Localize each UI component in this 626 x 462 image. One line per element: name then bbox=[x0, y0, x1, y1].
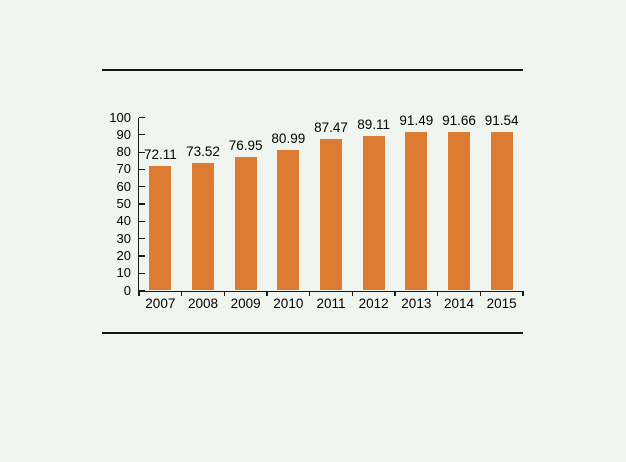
x-tick bbox=[309, 290, 311, 296]
y-tick bbox=[139, 289, 145, 292]
bar-value-label: 91.49 bbox=[399, 113, 434, 129]
bar-value-label: 72.11 bbox=[143, 146, 177, 162]
y-tick-label: 40 bbox=[116, 213, 131, 229]
y-tick-label: 60 bbox=[116, 178, 131, 194]
x-tick bbox=[181, 290, 183, 296]
y-tick bbox=[139, 151, 145, 153]
bar bbox=[362, 136, 385, 291]
bar bbox=[234, 157, 257, 291]
bar bbox=[320, 139, 342, 291]
x-tick-label: 2008 bbox=[187, 295, 218, 311]
y-tick bbox=[139, 220, 145, 222]
y-tick-label: 10 bbox=[116, 265, 131, 281]
y-tick-label: 20 bbox=[116, 247, 131, 263]
x-tick-label: 2012 bbox=[358, 295, 389, 311]
y-tick bbox=[139, 255, 145, 257]
y-tick-label: 0 bbox=[123, 282, 131, 298]
x-axis-line bbox=[137, 290, 523, 292]
x-tick bbox=[479, 290, 482, 296]
bar-value-label: 91.54 bbox=[484, 113, 519, 129]
x-tick bbox=[437, 290, 439, 296]
top-divider-rule bbox=[102, 69, 523, 71]
x-tick-label: 2014 bbox=[443, 295, 474, 311]
y-axis-line bbox=[137, 117, 139, 292]
bar bbox=[192, 163, 214, 291]
bar bbox=[277, 150, 300, 291]
bottom-divider-rule bbox=[102, 332, 523, 334]
bar-value-label: 89.11 bbox=[357, 117, 391, 133]
y-tick bbox=[139, 168, 145, 171]
bar-value-label: 80.99 bbox=[271, 131, 306, 147]
y-tick-label: 70 bbox=[116, 161, 131, 177]
y-tick-label: 100 bbox=[109, 109, 131, 125]
y-tick bbox=[139, 134, 145, 136]
bar bbox=[149, 165, 172, 291]
bar bbox=[405, 132, 428, 291]
y-tick bbox=[139, 238, 145, 240]
x-tick-label: 2009 bbox=[230, 295, 261, 311]
x-tick-label: 2015 bbox=[486, 295, 517, 311]
bar-value-label: 87.47 bbox=[314, 120, 348, 136]
x-tick bbox=[394, 290, 396, 296]
bar bbox=[448, 131, 470, 291]
x-tick-label: 2013 bbox=[401, 295, 432, 311]
bar bbox=[490, 132, 513, 291]
x-tick-label: 2011 bbox=[316, 295, 346, 311]
y-tick-label: 80 bbox=[116, 144, 131, 160]
bar-value-label: 73.52 bbox=[186, 144, 220, 160]
y-tick bbox=[139, 203, 145, 205]
y-tick-label: 50 bbox=[116, 196, 131, 211]
x-tick bbox=[266, 290, 268, 296]
bar-value-label: 76.95 bbox=[228, 138, 263, 154]
y-tick-label: 30 bbox=[116, 230, 131, 246]
y-tick-label: 90 bbox=[116, 126, 131, 142]
x-tick bbox=[351, 290, 354, 296]
y-tick bbox=[139, 116, 145, 119]
bar-value-label: 91.66 bbox=[442, 112, 476, 128]
x-tick-label: 2007 bbox=[145, 295, 176, 311]
x-tick-label: 2010 bbox=[273, 295, 304, 311]
y-tick bbox=[139, 272, 145, 274]
x-tick bbox=[223, 290, 226, 296]
x-tick bbox=[138, 290, 140, 296]
y-tick bbox=[139, 186, 145, 188]
x-tick bbox=[522, 290, 524, 296]
